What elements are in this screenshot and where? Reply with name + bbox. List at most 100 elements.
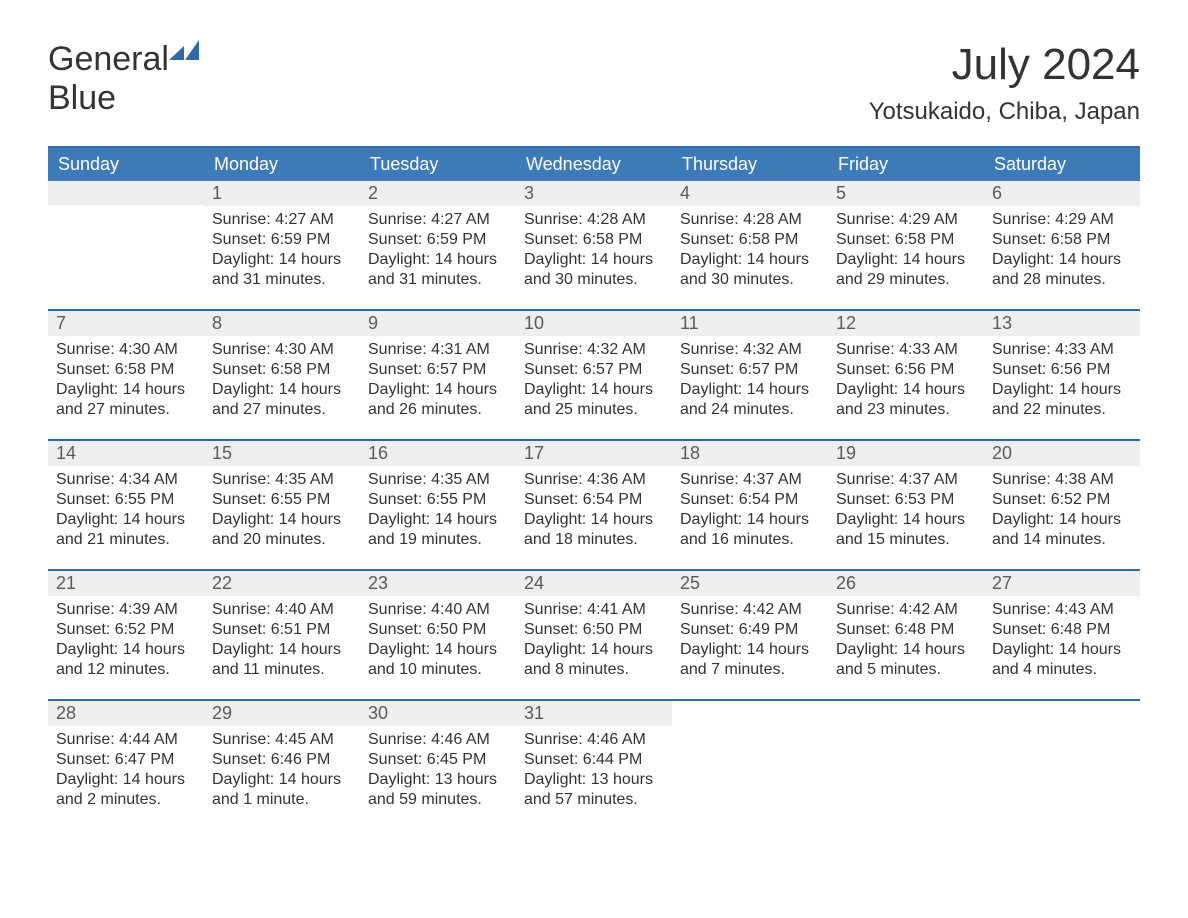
sunset-line: Sunset: 6:54 PM — [680, 490, 820, 510]
weeks-container: 1Sunrise: 4:27 AMSunset: 6:59 PMDaylight… — [48, 181, 1140, 829]
daylight-line-2: and 24 minutes. — [680, 400, 820, 420]
day-number: 21 — [48, 571, 204, 596]
sunset-line: Sunset: 6:53 PM — [836, 490, 976, 510]
daylight-line-1: Daylight: 14 hours — [992, 510, 1132, 530]
day-number: 16 — [360, 441, 516, 466]
day-number: 28 — [48, 701, 204, 726]
month-title: July 2024 — [869, 40, 1140, 90]
day-number: 13 — [984, 311, 1140, 336]
daylight-line-2: and 23 minutes. — [836, 400, 976, 420]
sunrise-line: Sunrise: 4:31 AM — [368, 340, 508, 360]
day-cell: 1Sunrise: 4:27 AMSunset: 6:59 PMDaylight… — [204, 181, 360, 309]
daylight-line-1: Daylight: 14 hours — [524, 640, 664, 660]
daylight-line-2: and 16 minutes. — [680, 530, 820, 550]
sunrise-line: Sunrise: 4:43 AM — [992, 600, 1132, 620]
sunset-line: Sunset: 6:46 PM — [212, 750, 352, 770]
day-cell: 4Sunrise: 4:28 AMSunset: 6:58 PMDaylight… — [672, 181, 828, 309]
sunrise-line: Sunrise: 4:33 AM — [992, 340, 1132, 360]
day-body: Sunrise: 4:42 AMSunset: 6:48 PMDaylight:… — [828, 596, 984, 688]
sunset-line: Sunset: 6:55 PM — [368, 490, 508, 510]
day-cell: 31Sunrise: 4:46 AMSunset: 6:44 PMDayligh… — [516, 701, 672, 829]
day-body: Sunrise: 4:38 AMSunset: 6:52 PMDaylight:… — [984, 466, 1140, 558]
daylight-line-1: Daylight: 14 hours — [56, 770, 196, 790]
day-number: 7 — [48, 311, 204, 336]
sunrise-line: Sunrise: 4:29 AM — [992, 210, 1132, 230]
day-number: 11 — [672, 311, 828, 336]
daylight-line-1: Daylight: 14 hours — [56, 380, 196, 400]
day-cell: 19Sunrise: 4:37 AMSunset: 6:53 PMDayligh… — [828, 441, 984, 569]
daylight-line-1: Daylight: 14 hours — [56, 510, 196, 530]
sunset-line: Sunset: 6:59 PM — [368, 230, 508, 250]
daylight-line-1: Daylight: 14 hours — [368, 510, 508, 530]
daylight-line-1: Daylight: 14 hours — [212, 380, 352, 400]
day-body: Sunrise: 4:43 AMSunset: 6:48 PMDaylight:… — [984, 596, 1140, 688]
day-body — [48, 205, 204, 305]
day-body: Sunrise: 4:30 AMSunset: 6:58 PMDaylight:… — [204, 336, 360, 428]
sunrise-line: Sunrise: 4:37 AM — [836, 470, 976, 490]
day-body: Sunrise: 4:39 AMSunset: 6:52 PMDaylight:… — [48, 596, 204, 688]
day-body: Sunrise: 4:32 AMSunset: 6:57 PMDaylight:… — [516, 336, 672, 428]
daylight-line-2: and 28 minutes. — [992, 270, 1132, 290]
day-cell — [828, 701, 984, 829]
day-cell: 22Sunrise: 4:40 AMSunset: 6:51 PMDayligh… — [204, 571, 360, 699]
sunset-line: Sunset: 6:54 PM — [524, 490, 664, 510]
daylight-line-1: Daylight: 14 hours — [524, 250, 664, 270]
sunrise-line: Sunrise: 4:32 AM — [680, 340, 820, 360]
daylight-line-2: and 21 minutes. — [56, 530, 196, 550]
day-cell: 29Sunrise: 4:45 AMSunset: 6:46 PMDayligh… — [204, 701, 360, 829]
daylight-line-1: Daylight: 13 hours — [524, 770, 664, 790]
day-cell: 7Sunrise: 4:30 AMSunset: 6:58 PMDaylight… — [48, 311, 204, 439]
daylight-line-1: Daylight: 14 hours — [992, 380, 1132, 400]
daylight-line-1: Daylight: 14 hours — [524, 510, 664, 530]
sunset-line: Sunset: 6:52 PM — [992, 490, 1132, 510]
sunrise-line: Sunrise: 4:28 AM — [524, 210, 664, 230]
sunrise-line: Sunrise: 4:42 AM — [836, 600, 976, 620]
day-number: 19 — [828, 441, 984, 466]
sunset-line: Sunset: 6:50 PM — [524, 620, 664, 640]
sunset-line: Sunset: 6:44 PM — [524, 750, 664, 770]
week-row: 21Sunrise: 4:39 AMSunset: 6:52 PMDayligh… — [48, 569, 1140, 699]
sunrise-line: Sunrise: 4:32 AM — [524, 340, 664, 360]
dow-row: Sunday Monday Tuesday Wednesday Thursday… — [48, 148, 1140, 181]
sunrise-line: Sunrise: 4:41 AM — [524, 600, 664, 620]
daylight-line-1: Daylight: 14 hours — [368, 250, 508, 270]
day-cell: 11Sunrise: 4:32 AMSunset: 6:57 PMDayligh… — [672, 311, 828, 439]
day-number: 5 — [828, 181, 984, 206]
day-number: 2 — [360, 181, 516, 206]
day-cell: 18Sunrise: 4:37 AMSunset: 6:54 PMDayligh… — [672, 441, 828, 569]
day-cell: 20Sunrise: 4:38 AMSunset: 6:52 PMDayligh… — [984, 441, 1140, 569]
week-row: 28Sunrise: 4:44 AMSunset: 6:47 PMDayligh… — [48, 699, 1140, 829]
day-body: Sunrise: 4:46 AMSunset: 6:44 PMDaylight:… — [516, 726, 672, 818]
daylight-line-2: and 1 minute. — [212, 790, 352, 810]
daylight-line-2: and 14 minutes. — [992, 530, 1132, 550]
sunset-line: Sunset: 6:52 PM — [56, 620, 196, 640]
day-number: 3 — [516, 181, 672, 206]
daylight-line-2: and 59 minutes. — [368, 790, 508, 810]
daylight-line-2: and 11 minutes. — [212, 660, 352, 680]
day-cell: 16Sunrise: 4:35 AMSunset: 6:55 PMDayligh… — [360, 441, 516, 569]
week-row: 7Sunrise: 4:30 AMSunset: 6:58 PMDaylight… — [48, 309, 1140, 439]
calendar: Sunday Monday Tuesday Wednesday Thursday… — [48, 146, 1140, 829]
daylight-line-2: and 5 minutes. — [836, 660, 976, 680]
day-cell: 25Sunrise: 4:42 AMSunset: 6:49 PMDayligh… — [672, 571, 828, 699]
daylight-line-2: and 31 minutes. — [368, 270, 508, 290]
day-number: 30 — [360, 701, 516, 726]
sunset-line: Sunset: 6:56 PM — [992, 360, 1132, 380]
daylight-line-2: and 15 minutes. — [836, 530, 976, 550]
day-body: Sunrise: 4:28 AMSunset: 6:58 PMDaylight:… — [672, 206, 828, 298]
daylight-line-1: Daylight: 14 hours — [836, 250, 976, 270]
day-body: Sunrise: 4:27 AMSunset: 6:59 PMDaylight:… — [360, 206, 516, 298]
sunrise-line: Sunrise: 4:35 AM — [212, 470, 352, 490]
sunset-line: Sunset: 6:47 PM — [56, 750, 196, 770]
sunrise-line: Sunrise: 4:30 AM — [212, 340, 352, 360]
day-number: 23 — [360, 571, 516, 596]
daylight-line-2: and 27 minutes. — [212, 400, 352, 420]
sunset-line: Sunset: 6:49 PM — [680, 620, 820, 640]
sunrise-line: Sunrise: 4:33 AM — [836, 340, 976, 360]
day-number: 15 — [204, 441, 360, 466]
daylight-line-2: and 4 minutes. — [992, 660, 1132, 680]
day-number: 10 — [516, 311, 672, 336]
daylight-line-2: and 20 minutes. — [212, 530, 352, 550]
daylight-line-2: and 30 minutes. — [680, 270, 820, 290]
daylight-line-2: and 8 minutes. — [524, 660, 664, 680]
